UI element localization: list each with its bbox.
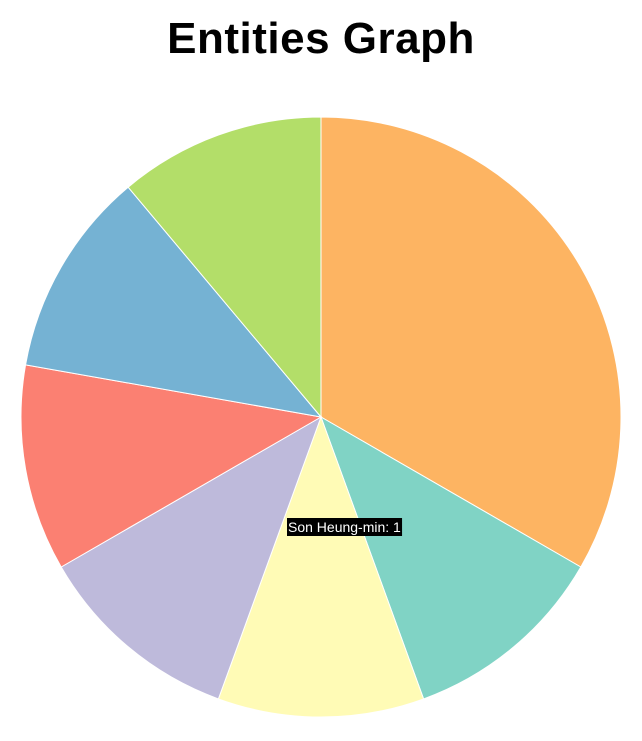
pie-slice[interactable] — [217, 415, 425, 718]
pie-slice[interactable] — [60, 415, 322, 700]
pie-slice[interactable] — [20, 364, 323, 568]
pie-slice[interactable] — [127, 116, 322, 419]
pie-slice[interactable] — [320, 116, 622, 568]
tooltip-text: Son Heung-min: 1 — [288, 519, 401, 535]
pie-slice[interactable] — [320, 415, 582, 700]
pie-slice[interactable] — [24, 186, 323, 418]
pie-slices — [20, 116, 622, 718]
chart-title: Entities Graph — [167, 14, 475, 63]
tooltip-background — [287, 518, 403, 536]
tooltip: Son Heung-min: 1 — [287, 518, 403, 536]
